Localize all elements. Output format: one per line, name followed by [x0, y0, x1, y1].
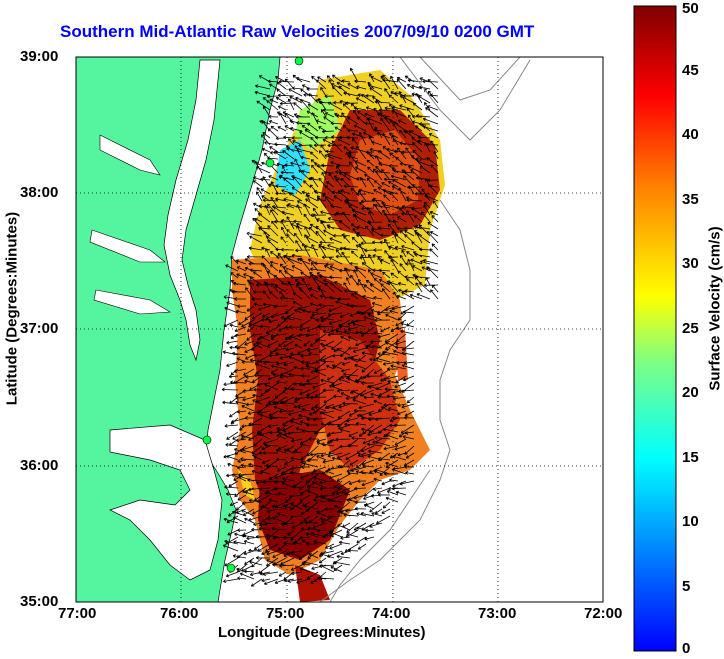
x-tick-label: 74:00 — [372, 605, 411, 622]
x-tick-label: 75:00 — [266, 605, 305, 622]
y-axis-label: Latitude (Degrees:Minutes) — [3, 211, 21, 406]
colorbar-tick-label: 20 — [682, 384, 699, 401]
colorbar-tick-label: 15 — [682, 448, 699, 466]
x-tick-label: 76:00 — [160, 605, 199, 622]
colorbar-label: Surface Velocity (cm/s) — [706, 226, 724, 391]
velocity-vectors — [221, 67, 439, 587]
plot-frame — [75, 56, 604, 603]
velocity-arrow — [221, 67, 439, 587]
x-tick-label: 72:00 — [584, 605, 623, 622]
bathymetry-contour — [319, 57, 531, 602]
y-tick-label: 35:00 — [20, 593, 59, 610]
colorbar-tick-label: 5 — [682, 577, 691, 595]
radar-site-marker — [202, 435, 212, 445]
colorbar-tick-label: 25 — [682, 319, 699, 337]
chesapeake-bay — [163, 59, 221, 362]
colorbar — [633, 5, 677, 652]
x-axis-label: Longitude (Degrees:Minutes) — [218, 624, 426, 641]
x-tick-label: 73:00 — [478, 605, 517, 622]
y-tick-label: 36:00 — [20, 457, 59, 474]
x-tick-label: 77:00 — [58, 605, 97, 622]
colorbar-tick-label: 45 — [682, 61, 699, 79]
colorbar-tick-label: 10 — [682, 513, 699, 530]
radar-site-marker — [265, 158, 275, 168]
radar-site-marker — [294, 57, 304, 66]
colorbar-tick-label: 0 — [682, 640, 691, 657]
y-tick-label: 37:00 — [20, 320, 59, 337]
colorbar-tick-label: 35 — [682, 190, 699, 208]
grid-lines — [76, 57, 603, 602]
chart-title: Southern Mid-Atlantic Raw Velocities 200… — [60, 22, 535, 41]
colorbar-tick-label: 30 — [682, 255, 699, 272]
colorbar-tick-label: 40 — [682, 126, 699, 143]
colorbar-tick-label: 50 — [682, 0, 699, 17]
pamlico-sound — [109, 424, 223, 581]
radar-site-marker — [226, 563, 236, 573]
y-tick-label: 38:00 — [20, 184, 59, 201]
y-tick-label: 39:00 — [20, 48, 59, 65]
